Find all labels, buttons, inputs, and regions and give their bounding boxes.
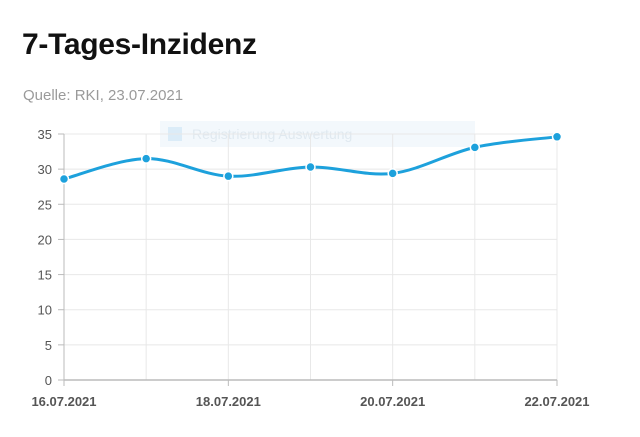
data-point[interactable] — [223, 170, 234, 182]
data-point[interactable] — [387, 168, 398, 179]
chart-title: 7-Tages-Inzidenz — [22, 28, 257, 61]
data-point[interactable] — [58, 173, 70, 185]
data-point[interactable] — [140, 153, 152, 164]
x-tick-label: 22.07.2021 — [524, 394, 589, 409]
x-axis-labels: 16.07.2021 18.07.2021 20.07.2021 22.07.2021 — [31, 394, 589, 409]
data-point[interactable] — [305, 161, 316, 173]
y-tick-label: 15 — [38, 268, 52, 283]
x-tick-label: 20.07.2021 — [360, 394, 425, 409]
x-tick-label: 18.07.2021 — [196, 394, 261, 409]
y-tick-label: 25 — [38, 197, 52, 212]
y-tick-label: 35 — [38, 127, 52, 142]
y-tick-label: 10 — [38, 303, 52, 318]
data-points — [58, 131, 563, 185]
chart-source: Quelle: RKI, 23.07.2021 — [23, 87, 184, 104]
y-tick-label: 5 — [45, 338, 52, 353]
y-axis-labels: 0 5 10 15 20 25 30 35 — [38, 127, 52, 388]
data-point[interactable] — [469, 142, 481, 153]
y-tick-label: 0 — [45, 373, 52, 388]
axes — [58, 133, 558, 386]
y-tick-label: 20 — [38, 232, 52, 247]
data-point[interactable] — [551, 131, 563, 143]
x-tick-label: 16.07.2021 — [31, 394, 96, 409]
y-tick-label: 30 — [38, 162, 52, 177]
